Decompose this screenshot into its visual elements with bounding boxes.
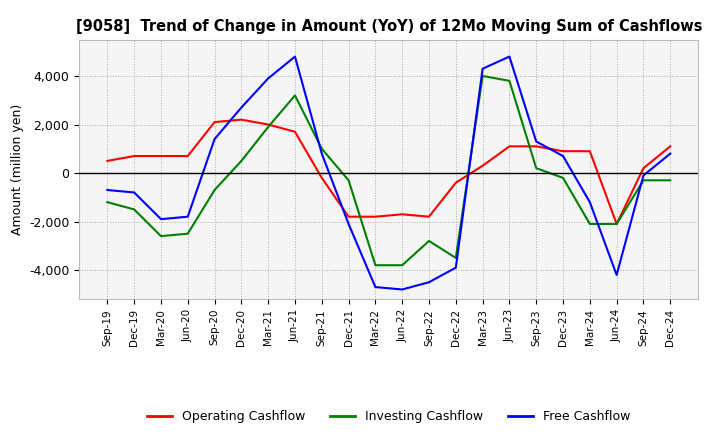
Investing Cashflow <box>210 187 219 193</box>
Operating Cashflow <box>157 154 166 159</box>
Investing Cashflow <box>505 78 514 84</box>
Operating Cashflow <box>210 119 219 125</box>
Legend: Operating Cashflow, Investing Cashflow, Free Cashflow: Operating Cashflow, Investing Cashflow, … <box>142 405 636 428</box>
Free Cashflow <box>451 265 460 270</box>
Investing Cashflow <box>612 221 621 227</box>
Operating Cashflow <box>639 165 648 171</box>
Investing Cashflow <box>291 93 300 98</box>
Operating Cashflow <box>559 149 567 154</box>
Free Cashflow <box>184 214 192 220</box>
Investing Cashflow <box>666 178 675 183</box>
Free Cashflow <box>559 154 567 159</box>
Investing Cashflow <box>184 231 192 236</box>
Free Cashflow <box>425 279 433 285</box>
Investing Cashflow <box>585 221 594 227</box>
Free Cashflow <box>532 139 541 144</box>
Free Cashflow <box>291 54 300 59</box>
Investing Cashflow <box>559 175 567 180</box>
Free Cashflow <box>398 287 407 292</box>
Free Cashflow <box>103 187 112 193</box>
Investing Cashflow <box>130 207 138 212</box>
Operating Cashflow <box>237 117 246 122</box>
Operating Cashflow <box>103 158 112 164</box>
Operating Cashflow <box>478 163 487 169</box>
Investing Cashflow <box>264 125 272 130</box>
Title: [9058]  Trend of Change in Amount (YoY) of 12Mo Moving Sum of Cashflows: [9058] Trend of Change in Amount (YoY) o… <box>76 19 702 34</box>
Free Cashflow <box>210 136 219 142</box>
Investing Cashflow <box>425 238 433 244</box>
Investing Cashflow <box>371 263 379 268</box>
Free Cashflow <box>264 76 272 81</box>
Y-axis label: Amount (million yen): Amount (million yen) <box>11 104 24 235</box>
Investing Cashflow <box>478 73 487 79</box>
Operating Cashflow <box>291 129 300 135</box>
Investing Cashflow <box>344 178 353 183</box>
Line: Free Cashflow: Free Cashflow <box>107 57 670 290</box>
Operating Cashflow <box>425 214 433 220</box>
Operating Cashflow <box>666 144 675 149</box>
Investing Cashflow <box>103 199 112 205</box>
Free Cashflow <box>237 105 246 110</box>
Free Cashflow <box>130 190 138 195</box>
Operating Cashflow <box>532 144 541 149</box>
Free Cashflow <box>318 151 326 156</box>
Operating Cashflow <box>612 221 621 227</box>
Free Cashflow <box>666 151 675 156</box>
Free Cashflow <box>639 173 648 178</box>
Line: Investing Cashflow: Investing Cashflow <box>107 76 670 265</box>
Operating Cashflow <box>344 214 353 220</box>
Operating Cashflow <box>398 212 407 217</box>
Free Cashflow <box>157 216 166 222</box>
Operating Cashflow <box>505 144 514 149</box>
Line: Operating Cashflow: Operating Cashflow <box>107 120 670 224</box>
Investing Cashflow <box>451 255 460 260</box>
Operating Cashflow <box>130 154 138 159</box>
Free Cashflow <box>585 199 594 205</box>
Free Cashflow <box>478 66 487 71</box>
Free Cashflow <box>371 284 379 290</box>
Investing Cashflow <box>398 263 407 268</box>
Investing Cashflow <box>639 178 648 183</box>
Investing Cashflow <box>318 146 326 151</box>
Investing Cashflow <box>237 158 246 164</box>
Investing Cashflow <box>157 234 166 239</box>
Free Cashflow <box>612 272 621 278</box>
Investing Cashflow <box>532 165 541 171</box>
Operating Cashflow <box>184 154 192 159</box>
Operating Cashflow <box>585 149 594 154</box>
Free Cashflow <box>505 54 514 59</box>
Free Cashflow <box>344 221 353 227</box>
Operating Cashflow <box>371 214 379 220</box>
Operating Cashflow <box>264 122 272 127</box>
Operating Cashflow <box>318 175 326 180</box>
Operating Cashflow <box>451 180 460 185</box>
